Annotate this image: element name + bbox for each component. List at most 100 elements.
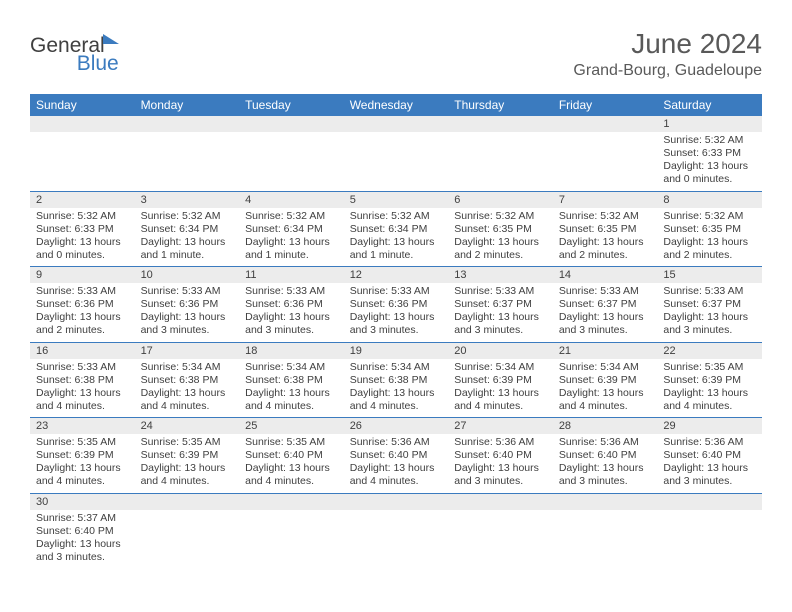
day-number: 2 [30, 192, 135, 208]
weekday-header: Thursday [448, 94, 553, 116]
day-content [344, 510, 449, 560]
daylight-text: Daylight: 13 hours and 3 minutes. [663, 311, 756, 337]
header: GeneralBlue June 2024 Grand-Bourg, Guade… [30, 28, 762, 80]
day-number: 15 [657, 267, 762, 283]
sunrise-text: Sunrise: 5:33 AM [141, 285, 234, 298]
sunset-text: Sunset: 6:40 PM [36, 525, 129, 538]
sunset-text: Sunset: 6:35 PM [663, 223, 756, 236]
day-content: Sunrise: 5:33 AMSunset: 6:38 PMDaylight:… [30, 359, 135, 418]
sunset-text: Sunset: 6:38 PM [245, 374, 338, 387]
daylight-text: Daylight: 13 hours and 3 minutes. [454, 311, 547, 337]
weekday-header: Monday [135, 94, 240, 116]
sunrise-text: Sunrise: 5:33 AM [350, 285, 443, 298]
day-number [135, 116, 240, 132]
day-content: Sunrise: 5:32 AMSunset: 6:35 PMDaylight:… [553, 208, 658, 267]
day-number: 14 [553, 267, 658, 283]
calendar-day-cell: 2Sunrise: 5:32 AMSunset: 6:33 PMDaylight… [30, 191, 135, 267]
day-number: 16 [30, 343, 135, 359]
sunrise-text: Sunrise: 5:32 AM [141, 210, 234, 223]
daylight-text: Daylight: 13 hours and 4 minutes. [245, 387, 338, 413]
day-number: 9 [30, 267, 135, 283]
calendar-day-cell: 25Sunrise: 5:35 AMSunset: 6:40 PMDayligh… [239, 418, 344, 494]
daylight-text: Daylight: 13 hours and 0 minutes. [36, 236, 129, 262]
calendar-day-cell: 20Sunrise: 5:34 AMSunset: 6:39 PMDayligh… [448, 342, 553, 418]
daylight-text: Daylight: 13 hours and 4 minutes. [454, 387, 547, 413]
daylight-text: Daylight: 13 hours and 3 minutes. [559, 462, 652, 488]
day-content [553, 510, 658, 560]
daylight-text: Daylight: 13 hours and 4 minutes. [663, 387, 756, 413]
calendar-day-cell: 1Sunrise: 5:32 AMSunset: 6:33 PMDaylight… [657, 116, 762, 191]
day-content: Sunrise: 5:32 AMSunset: 6:35 PMDaylight:… [657, 208, 762, 267]
calendar-day-cell [344, 493, 449, 568]
day-number: 21 [553, 343, 658, 359]
sunset-text: Sunset: 6:37 PM [454, 298, 547, 311]
day-content: Sunrise: 5:33 AMSunset: 6:36 PMDaylight:… [135, 283, 240, 342]
calendar-day-cell: 23Sunrise: 5:35 AMSunset: 6:39 PMDayligh… [30, 418, 135, 494]
day-number [344, 116, 449, 132]
day-content: Sunrise: 5:35 AMSunset: 6:39 PMDaylight:… [30, 434, 135, 493]
calendar-day-cell: 5Sunrise: 5:32 AMSunset: 6:34 PMDaylight… [344, 191, 449, 267]
sunrise-text: Sunrise: 5:36 AM [454, 436, 547, 449]
sunrise-text: Sunrise: 5:34 AM [454, 361, 547, 374]
day-number: 18 [239, 343, 344, 359]
day-number [448, 116, 553, 132]
weekday-header: Friday [553, 94, 658, 116]
sunrise-text: Sunrise: 5:35 AM [141, 436, 234, 449]
calendar-day-cell: 14Sunrise: 5:33 AMSunset: 6:37 PMDayligh… [553, 267, 658, 343]
calendar-week-row: 2Sunrise: 5:32 AMSunset: 6:33 PMDaylight… [30, 191, 762, 267]
calendar-day-cell [239, 493, 344, 568]
day-number [30, 116, 135, 132]
sunset-text: Sunset: 6:39 PM [36, 449, 129, 462]
sunrise-text: Sunrise: 5:33 AM [454, 285, 547, 298]
day-content: Sunrise: 5:32 AMSunset: 6:33 PMDaylight:… [30, 208, 135, 267]
calendar-day-cell: 3Sunrise: 5:32 AMSunset: 6:34 PMDaylight… [135, 191, 240, 267]
day-number [553, 494, 658, 510]
weekday-header: Tuesday [239, 94, 344, 116]
calendar-day-cell: 24Sunrise: 5:35 AMSunset: 6:39 PMDayligh… [135, 418, 240, 494]
day-content [657, 510, 762, 560]
day-number: 28 [553, 418, 658, 434]
month-title: June 2024 [573, 28, 762, 60]
day-number: 12 [344, 267, 449, 283]
sunrise-text: Sunrise: 5:33 AM [559, 285, 652, 298]
calendar-day-cell: 19Sunrise: 5:34 AMSunset: 6:38 PMDayligh… [344, 342, 449, 418]
calendar-body: 1 Sunrise: 5:32 AMSunset: 6:33 PMDaylight… [30, 116, 762, 568]
logo-sail-icon [103, 34, 119, 44]
day-content [30, 132, 135, 182]
sunset-text: Sunset: 6:40 PM [663, 449, 756, 462]
day-content [448, 132, 553, 182]
day-number: 4 [239, 192, 344, 208]
day-number: 1 [657, 116, 762, 132]
calendar-table: SundayMondayTuesdayWednesdayThursdayFrid… [30, 94, 762, 568]
day-content: Sunrise: 5:34 AMSunset: 6:39 PMDaylight:… [448, 359, 553, 418]
calendar-day-cell [448, 493, 553, 568]
calendar-day-cell: 28Sunrise: 5:36 AMSunset: 6:40 PMDayligh… [553, 418, 658, 494]
day-number [448, 494, 553, 510]
sunrise-text: Sunrise: 5:33 AM [36, 361, 129, 374]
day-content: Sunrise: 5:33 AMSunset: 6:37 PMDaylight:… [657, 283, 762, 342]
calendar-day-cell: 29Sunrise: 5:36 AMSunset: 6:40 PMDayligh… [657, 418, 762, 494]
calendar-day-cell: 7Sunrise: 5:32 AMSunset: 6:35 PMDaylight… [553, 191, 658, 267]
sunset-text: Sunset: 6:34 PM [141, 223, 234, 236]
day-content: Sunrise: 5:34 AMSunset: 6:38 PMDaylight:… [135, 359, 240, 418]
day-content [344, 132, 449, 182]
sunset-text: Sunset: 6:36 PM [36, 298, 129, 311]
day-content: Sunrise: 5:35 AMSunset: 6:39 PMDaylight:… [135, 434, 240, 493]
daylight-text: Daylight: 13 hours and 3 minutes. [559, 311, 652, 337]
day-content: Sunrise: 5:36 AMSunset: 6:40 PMDaylight:… [553, 434, 658, 493]
sunset-text: Sunset: 6:36 PM [245, 298, 338, 311]
sunset-text: Sunset: 6:39 PM [663, 374, 756, 387]
calendar-day-cell: 10Sunrise: 5:33 AMSunset: 6:36 PMDayligh… [135, 267, 240, 343]
day-number [239, 116, 344, 132]
sunset-text: Sunset: 6:38 PM [350, 374, 443, 387]
day-content: Sunrise: 5:33 AMSunset: 6:36 PMDaylight:… [30, 283, 135, 342]
day-number: 22 [657, 343, 762, 359]
sunset-text: Sunset: 6:37 PM [663, 298, 756, 311]
sunrise-text: Sunrise: 5:32 AM [350, 210, 443, 223]
sunrise-text: Sunrise: 5:34 AM [559, 361, 652, 374]
daylight-text: Daylight: 13 hours and 4 minutes. [559, 387, 652, 413]
sunset-text: Sunset: 6:36 PM [350, 298, 443, 311]
sunrise-text: Sunrise: 5:32 AM [663, 210, 756, 223]
calendar-day-cell [553, 493, 658, 568]
day-content: Sunrise: 5:33 AMSunset: 6:37 PMDaylight:… [448, 283, 553, 342]
